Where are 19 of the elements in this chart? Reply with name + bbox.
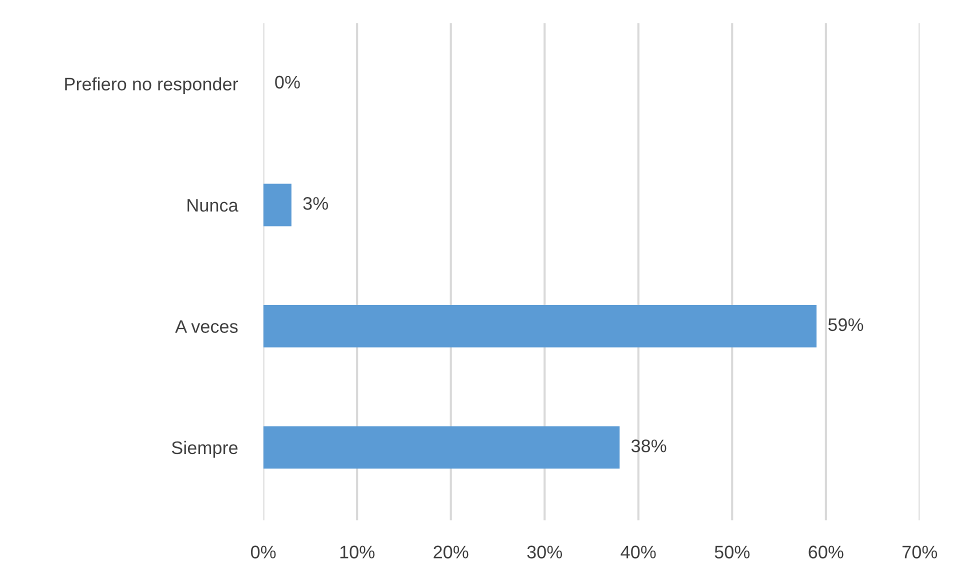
data-label: 59% [828,318,864,332]
y-tick-label: Prefiero no responder [65,77,238,94]
x-tick-label: 20% [434,546,468,558]
data-label: 3% [303,197,328,210]
x-tick-label: 30% [527,546,562,558]
x-tick-label: 50% [714,546,750,558]
x-tick-label: 60% [808,546,844,558]
y-tick-label: Nunca [188,199,238,212]
data-label: 0% [275,76,300,89]
bar [263,305,817,348]
bar [263,184,292,226]
data-label: 38% [631,440,666,452]
x-tick-label: 0% [250,546,276,558]
x-tick-label: 40% [620,546,656,558]
x-tick-label: 70% [902,546,938,558]
y-tick-label: Siempre [172,440,238,458]
bar [263,426,620,469]
y-tick-label: A veces [175,320,238,333]
x-tick-label: 10% [340,546,375,558]
